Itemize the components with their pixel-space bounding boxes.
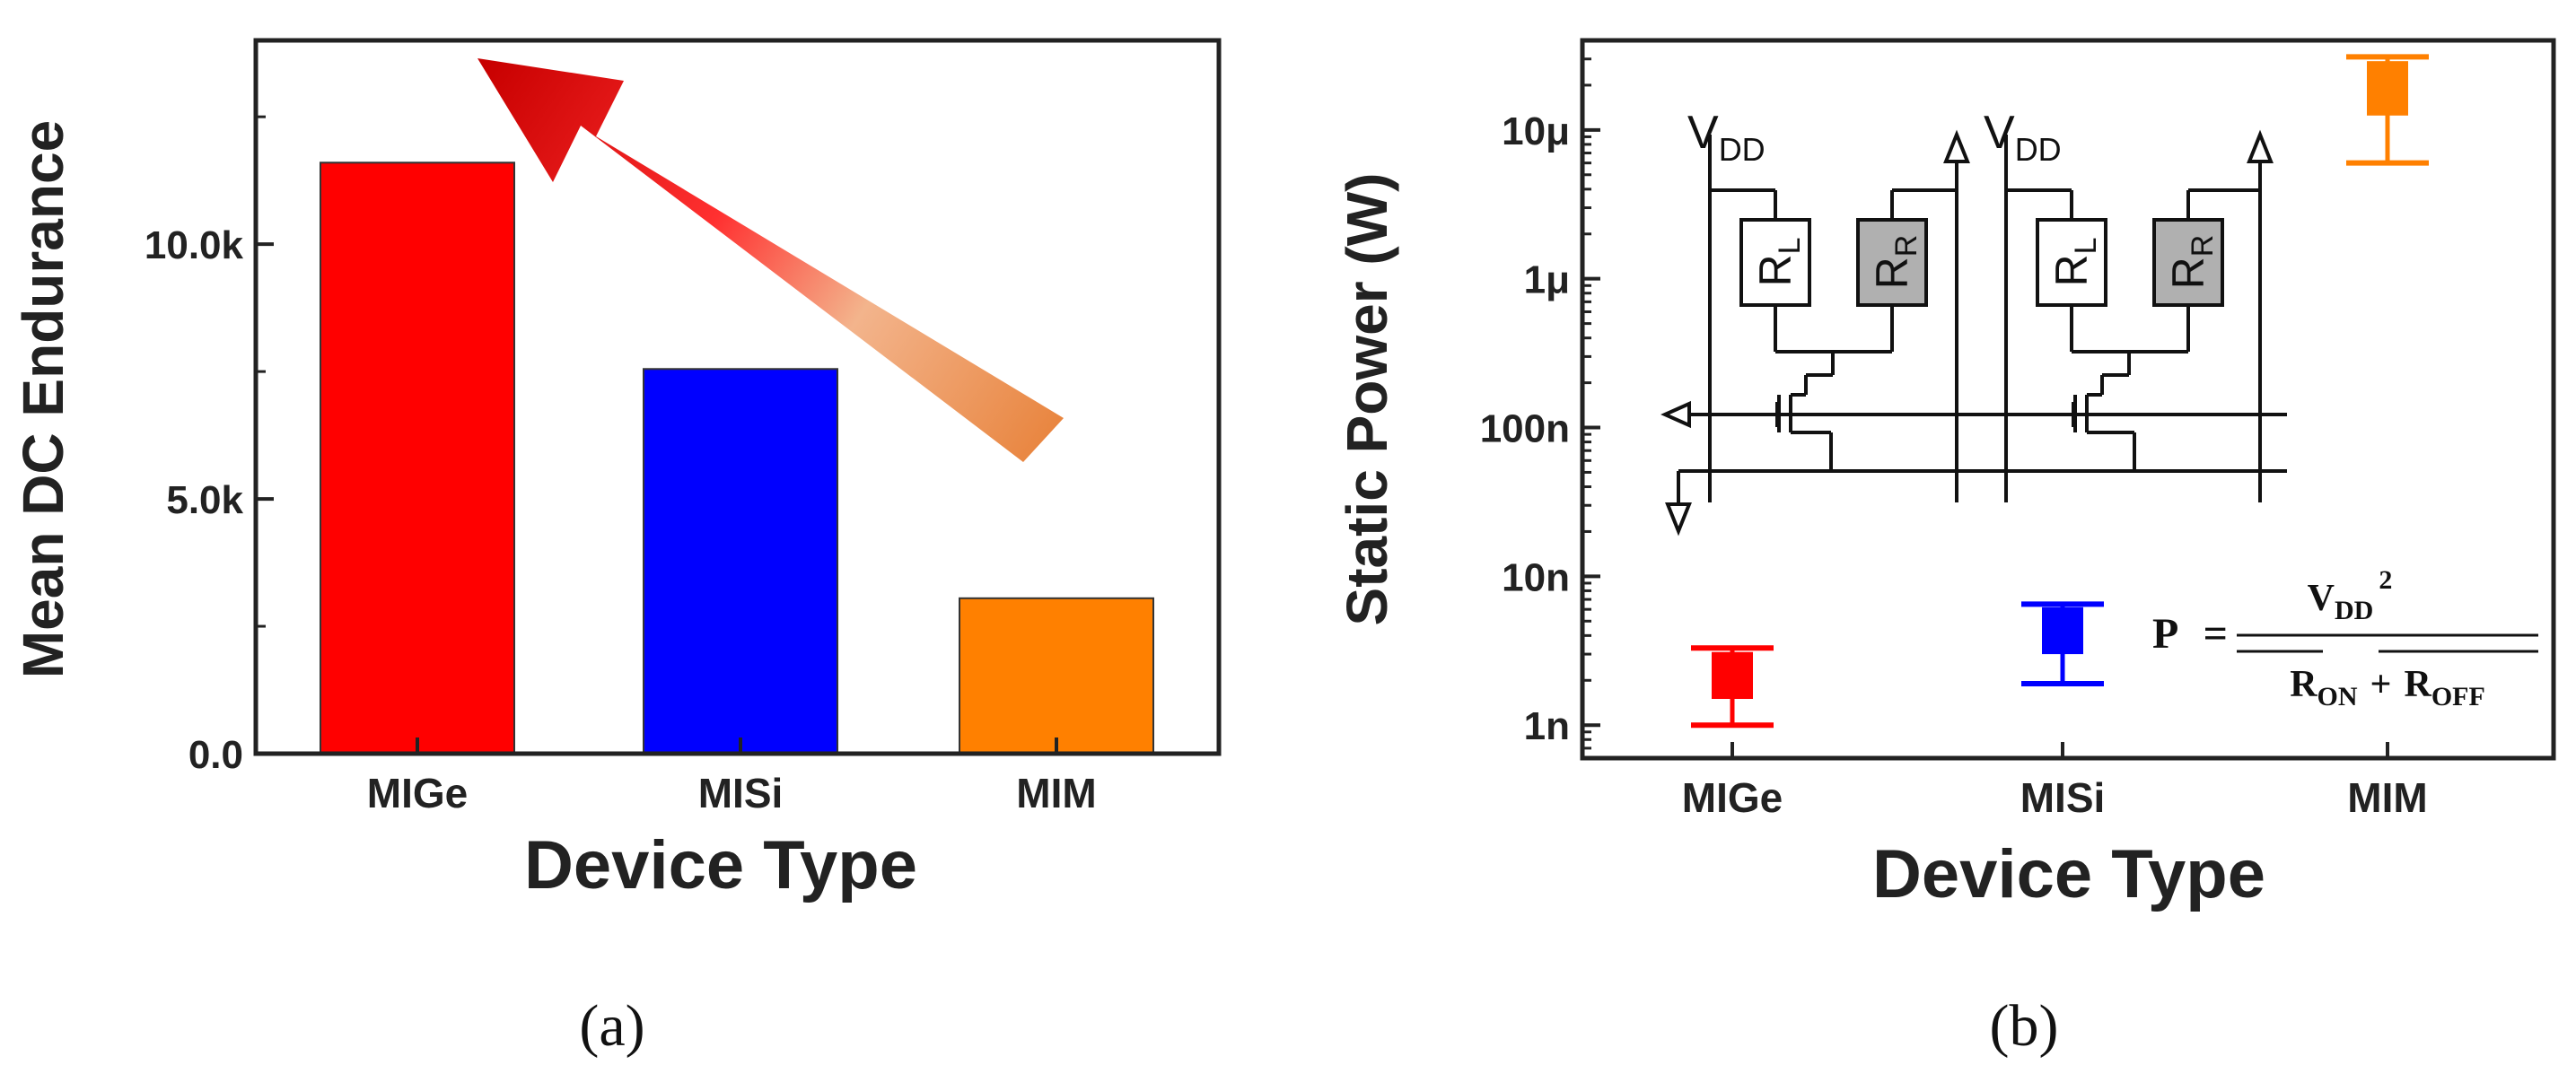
b-boxes [1691,54,2429,729]
rr-label-2: RR [2163,235,2220,290]
resistor-rl-2 [2036,218,2107,307]
formula-lhs: P = [2152,610,2228,658]
b-box-mim [2346,54,2429,166]
resistor-rl-1 [1739,218,1811,307]
rr-label-1: RR [1867,235,1923,290]
a-x-axis-title: Device Type [524,827,917,903]
a-panel-label: (a) [579,993,644,1059]
vdd-label-1: VDD [1687,107,1766,168]
b-box-misi [2021,601,2104,686]
a-bar-misi [643,368,838,755]
b-ytick-label: 1μ [1524,258,1570,302]
panel-a: 0.0 5.0k 10.0k MIGe MISi MIM Mean DC Enduran… [11,38,1222,1059]
formula-numerator: VDD2 [2308,565,2393,625]
formula-denominator: RON + ROFF [2290,664,2485,711]
panel-b: 1n 10n 100n 1μ 10μ MIGe MISi MIM [1335,38,2556,1059]
a-xtick-label: MIGe [367,770,468,816]
b-ytick-label: 10μ [1502,109,1570,153]
a-x-ticks: MIGe MISi MIM [367,738,1097,816]
a-ytick-label: 0.0 [188,733,243,777]
circuit-schematic [1660,129,2287,537]
resistor-rr-1 [1856,218,1928,307]
b-x-ticks: MIGe MISi MIM [1682,742,2428,821]
b-ytick-label: 1n [1524,704,1570,748]
b-box-body [2042,607,2083,655]
a-xtick-label: MISi [698,770,784,816]
a-y-ticks: 0.0 5.0k 10.0k [145,115,274,777]
a-plot-frame [253,38,1222,756]
a-xtick-label: MIM [1016,770,1096,816]
a-bar-mim [959,597,1154,755]
resistor-rr-2 [2152,218,2224,307]
a-bars [320,161,1154,755]
b-box-mige [1691,645,1774,729]
b-y-axis-title: Static Power (W) [1335,173,1399,626]
b-x-axis-title: Device Type [1872,836,2265,912]
rl-label-2: RL [2046,237,2103,286]
b-box-body [1712,651,1753,700]
rl-label-1: RL [1750,237,1807,286]
a-bar-mige [320,161,515,755]
b-xtick-label: MIM [2347,774,2427,821]
b-ytick-label: 10n [1502,555,1570,599]
b-xtick-label: MIGe [1682,774,1783,821]
a-trend-arrow [478,58,1064,462]
a-y-axis-title: Mean DC Endurance [11,120,75,678]
a-ytick-label: 5.0k [166,478,243,522]
b-ytick-label: 100n [1480,407,1570,451]
b-panel-label: (b) [1990,993,2059,1059]
power-formula: P = VDD2 RON + ROFF [2152,565,2538,711]
b-box-body [2367,61,2408,116]
b-plot-frame [1580,38,2556,761]
b-xtick-label: MISi [2020,774,2106,821]
vdd-label-2: VDD [1984,107,2062,168]
a-ytick-label: 10.0k [145,223,244,267]
b-y-ticks: 1n 10n 100n 1μ 10μ [1480,57,1600,750]
